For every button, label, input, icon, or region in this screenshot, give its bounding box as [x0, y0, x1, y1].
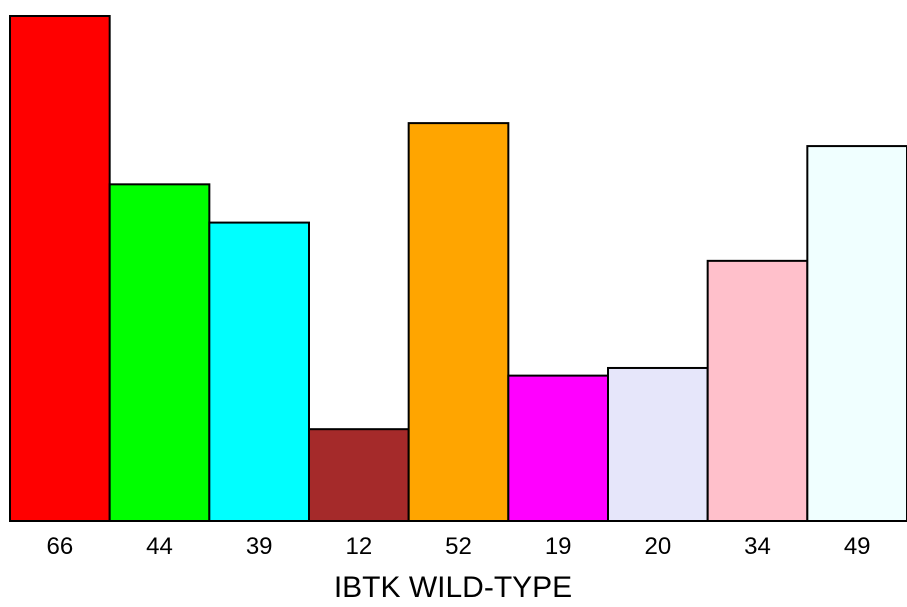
bar-9	[806, 145, 907, 523]
bar-4	[308, 428, 410, 522]
x-tick-label-8: 34	[744, 533, 771, 560]
x-tick-label-4: 12	[345, 533, 372, 560]
bar-3	[208, 221, 310, 522]
x-tick-label-6: 19	[545, 533, 572, 560]
x-axis-label: IBTK WILD-TYPE	[334, 571, 572, 604]
x-tick-label-3: 39	[246, 533, 273, 560]
x-tick-label-7: 20	[644, 533, 671, 560]
x-tick-label-9: 49	[844, 533, 871, 560]
bar-8	[706, 259, 809, 522]
bar-2	[108, 183, 211, 523]
bar-5	[407, 122, 510, 523]
x-tick-label-1: 66	[46, 533, 73, 560]
x-tick-label-2: 44	[146, 533, 173, 560]
bars-group	[9, 15, 907, 523]
x-tick-label-5: 52	[445, 533, 472, 560]
bar-1	[9, 15, 111, 522]
tick-labels-group: 66 44 39 12 52 19 20 34 49	[46, 533, 870, 560]
bar-6	[507, 374, 609, 522]
bar-7	[607, 366, 709, 522]
